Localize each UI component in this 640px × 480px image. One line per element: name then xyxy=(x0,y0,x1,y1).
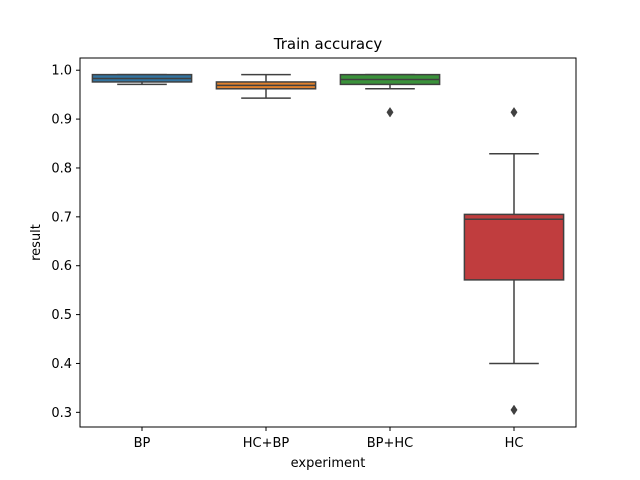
chart-title: Train accuracy xyxy=(273,35,383,53)
outlier-hc xyxy=(510,404,518,416)
y-tick-label: 0.4 xyxy=(51,357,72,372)
plot-area: 0.3 0.4 0.5 0.6 0.7 0.8 0.9 1.0 BP HC+BP BP+HC HC xyxy=(51,64,565,451)
y-tick-label: 0.7 xyxy=(51,210,72,225)
y-tick-label: 0.8 xyxy=(51,161,72,176)
x-tick-label: HC+BP xyxy=(243,436,290,451)
outlier-hc xyxy=(510,106,518,118)
y-tick-label: 0.3 xyxy=(51,406,72,421)
x-tick-label: BP xyxy=(134,436,151,451)
y-tick-label: 0.6 xyxy=(51,259,72,274)
y-tick-label: 1.0 xyxy=(51,64,72,79)
x-tick-label: BP+HC xyxy=(367,436,414,451)
y-tick-label: 0.9 xyxy=(51,113,72,128)
x-tick-label: HC xyxy=(505,436,524,451)
y-axis-label: result xyxy=(29,224,44,261)
plot-frame xyxy=(79,57,577,428)
x-axis-label: experiment xyxy=(291,456,366,471)
y-tick-label: 0.5 xyxy=(51,308,72,323)
box-hc xyxy=(463,213,565,281)
outlier-bp-hc xyxy=(386,106,394,118)
